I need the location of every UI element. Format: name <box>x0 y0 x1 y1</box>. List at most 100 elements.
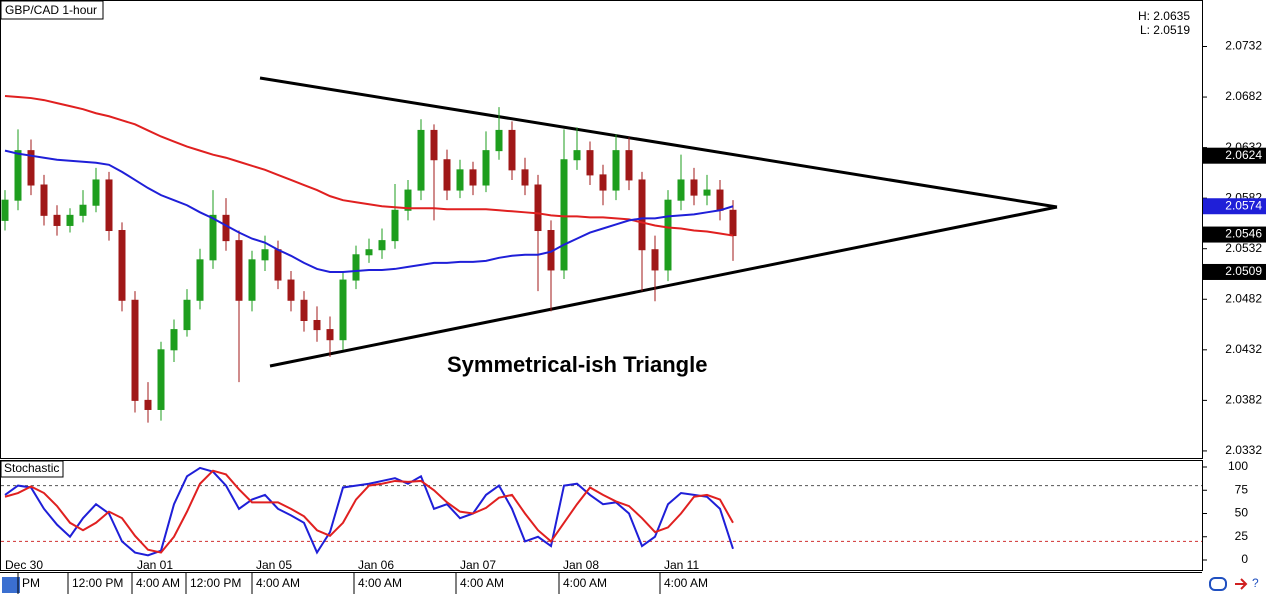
candle-body <box>170 329 178 351</box>
candles <box>1 107 737 423</box>
candle-body <box>14 150 22 201</box>
candle-body <box>534 184 542 232</box>
price-label: 2.0509 <box>1225 264 1262 278</box>
price-label: 2.0574 <box>1225 198 1262 212</box>
candle-body <box>300 299 308 321</box>
time-label: 4:00 AM <box>563 576 607 590</box>
candle-body <box>157 349 165 410</box>
moving-average <box>4 149 734 273</box>
stochastic-line <box>4 469 734 554</box>
date-label: Jan 01 <box>137 558 173 572</box>
toolbar-icons: ? <box>2 576 1259 593</box>
candle-body <box>469 169 477 186</box>
date-label: Jan 11 <box>664 558 699 572</box>
date-label: Jan 06 <box>358 558 394 572</box>
candle-body <box>495 129 503 152</box>
date-label: Jan 05 <box>256 558 292 572</box>
stochastic-title: Stochastic <box>4 461 59 475</box>
stochastic-line <box>4 466 734 557</box>
candle-body <box>248 259 256 301</box>
candle-body <box>27 150 35 186</box>
date-label: Jan 08 <box>563 558 599 572</box>
candle-body <box>664 199 672 271</box>
low-label: L: 2.0519 <box>1140 23 1190 37</box>
price-panel <box>0 0 1203 459</box>
candle-body <box>40 184 48 216</box>
time-label: 4:00 AM <box>358 576 402 590</box>
candle-body <box>378 240 386 251</box>
candle-body <box>92 179 100 206</box>
price-label: 2.0624 <box>1225 148 1262 162</box>
title-box <box>0 0 104 20</box>
candle-body <box>118 230 126 301</box>
candle-body <box>66 214 74 226</box>
candle-body <box>508 129 516 171</box>
candle-body <box>313 319 321 331</box>
price-label: 2.0546 <box>1225 227 1262 241</box>
candle-body <box>79 204 87 216</box>
stoch-tick-label: 100 <box>1228 459 1248 473</box>
candle-body <box>144 399 152 410</box>
stochastic-title-box <box>0 460 64 478</box>
candle-body <box>729 209 737 237</box>
candle-body <box>404 189 412 211</box>
candle-body <box>391 209 399 242</box>
y-tick-label: 2.0682 <box>1225 89 1262 103</box>
annotation: Symmetrical-ish Triangle <box>447 352 707 377</box>
candle-body <box>1 199 9 221</box>
time-label: 12:00 PM <box>190 576 241 590</box>
candle-body <box>573 150 581 161</box>
candle-body <box>222 214 230 242</box>
candle-body <box>131 299 139 401</box>
time-label: 4:00 AM <box>136 576 180 590</box>
candle-body <box>612 150 620 191</box>
arrow-icon[interactable] <box>1235 578 1248 590</box>
y-tick-label: 2.0432 <box>1225 342 1262 356</box>
candle-body <box>417 129 425 191</box>
candle-body <box>53 214 61 226</box>
candle-body <box>287 279 295 301</box>
candle-body <box>430 129 438 161</box>
stochastic-panel <box>0 460 1203 571</box>
candle-body <box>716 189 724 211</box>
time-label: PM <box>22 576 40 590</box>
time-label: 12:00 PM <box>72 576 123 590</box>
stoch-tick-label: 25 <box>1235 529 1249 543</box>
candle-body <box>209 214 217 261</box>
candle-body <box>625 150 633 181</box>
date-label: Jan 07 <box>460 558 496 572</box>
candle-body <box>443 159 451 191</box>
stoch-tick-label: 50 <box>1235 506 1249 520</box>
y-tick-label: 2.0382 <box>1225 393 1262 407</box>
stoch-tick-label: 75 <box>1235 482 1249 496</box>
candle-body <box>261 249 269 261</box>
moving-average <box>4 95 734 237</box>
candle-body <box>599 174 607 191</box>
y-tick-label: 2.0332 <box>1225 443 1262 457</box>
help-icon[interactable]: ? <box>1252 576 1259 590</box>
date-label: Dec 30 <box>5 558 43 572</box>
candle-body <box>690 179 698 196</box>
candle-body <box>326 329 334 341</box>
y-tick-label: 2.0732 <box>1225 39 1262 53</box>
price-label-box <box>1203 198 1266 215</box>
link-icon[interactable] <box>1209 577 1227 591</box>
candle-body <box>482 150 490 186</box>
candle-body <box>365 249 373 256</box>
y-tick-label: 2.0482 <box>1225 291 1262 305</box>
candle-body <box>638 179 646 251</box>
candle-body <box>339 279 347 341</box>
lower-trendline <box>269 205 1058 368</box>
menu-icon[interactable] <box>2 577 20 593</box>
candle-body <box>274 249 282 281</box>
candle-body <box>586 150 594 176</box>
candle-body <box>352 254 360 281</box>
stoch-tick-label: 0 <box>1241 552 1248 566</box>
candle-body <box>521 169 529 186</box>
y-tick-label: 2.0532 <box>1225 241 1262 255</box>
price-label-box <box>1203 226 1266 243</box>
candle-body <box>651 249 659 271</box>
high-label: H: 2.0635 <box>1138 9 1190 23</box>
